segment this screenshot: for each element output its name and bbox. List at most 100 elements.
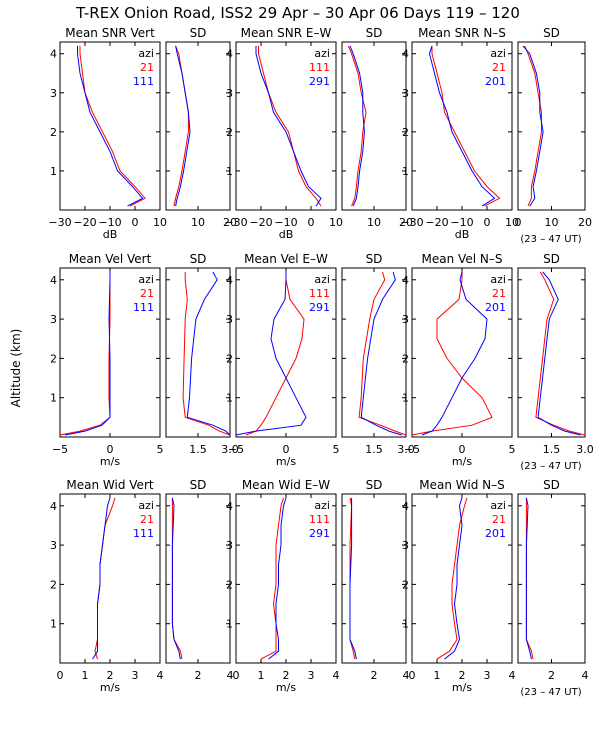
x-tick-label: 10 [505, 216, 519, 229]
panel-wid-5: 2 4 SD [517, 478, 589, 682]
legend-header: azi [314, 499, 330, 512]
x-tick-label: 3.0 [221, 443, 239, 456]
y-tick-label: 1 [226, 165, 233, 178]
series-line-blue-201 [421, 271, 488, 436]
x-tick-label: 0 [308, 216, 315, 229]
legend-entry-blue: 111 [133, 301, 154, 314]
x-tick-label: 1.5 [543, 443, 561, 456]
series-line-blue-291 [235, 271, 307, 436]
x-tick-label: 0 [459, 443, 466, 456]
series-line-red-21 [59, 271, 111, 436]
x-tick-label: 4 [227, 669, 234, 682]
plot-frame [341, 41, 407, 211]
x-tick-label: 3 [132, 669, 139, 682]
panel-title: Mean SNR N–S [418, 26, 506, 40]
x-tick-label: 5 [157, 443, 164, 456]
panel-wid-3: 2 4 SD [341, 478, 410, 682]
legend-entry-blue: 201 [485, 75, 506, 88]
y-tick-label: 1 [226, 618, 233, 631]
panel-vel-3: 1.5 3.0 SD [341, 252, 415, 456]
series-line-blue-291 [255, 45, 322, 207]
y-tick-label: 1 [402, 618, 409, 631]
x-tick-label: −5 [228, 443, 244, 456]
panel-title: SD [366, 478, 383, 492]
panel-title: Mean Wid E–W [242, 478, 330, 492]
x-tick-label: 10 [329, 216, 343, 229]
series-line-blue-111 [175, 45, 191, 207]
series-line-red-21 [182, 271, 231, 436]
panel-title: Mean Vel Vert [69, 252, 152, 266]
x-tick-label: 3.0 [576, 443, 594, 456]
series-line-blue-201 [522, 45, 544, 207]
y-tick-label: 3 [226, 87, 233, 100]
x-tick-label: −20 [73, 216, 96, 229]
x-tick-label: 2 [283, 669, 290, 682]
series-line-red-21 [524, 45, 542, 207]
x-axis-label: m/s [100, 681, 120, 694]
x-tick-label: 10 [545, 216, 559, 229]
panel-title: SD [190, 252, 207, 266]
series-line-red-21 [173, 45, 189, 207]
x-tick-label: 1.5 [189, 443, 207, 456]
panel-vel-1: 1.5 3.0 SD [165, 252, 239, 456]
y-tick-label: 3 [50, 87, 57, 100]
legend-header: azi [490, 499, 506, 512]
series-line-red-21 [411, 271, 493, 436]
series-line-red-21 [79, 45, 146, 207]
panel-title: SD [543, 252, 560, 266]
legend-entry-red: 111 [309, 513, 330, 526]
panel-title: SD [543, 478, 560, 492]
x-tick-label: 0 [57, 669, 64, 682]
x-axis-label: m/s [276, 681, 296, 694]
x-tick-label: 1.5 [365, 443, 383, 456]
x-tick-label: 5 [509, 443, 516, 456]
y-tick-label: 2 [402, 126, 409, 139]
x-axis-label: dB [279, 228, 294, 241]
series-line-red-111 [358, 271, 407, 436]
y-tick-label: 3 [226, 313, 233, 326]
y-tick-label: 4 [226, 500, 233, 513]
y-tick-label: 4 [402, 500, 409, 513]
legend-entry-red: 111 [309, 61, 330, 74]
x-tick-label: 1 [434, 669, 441, 682]
series-line-red-111 [260, 497, 284, 660]
y-tick-label: 4 [226, 48, 233, 61]
x-tick-label: −30 [224, 216, 247, 229]
x-tick-label: 2 [548, 669, 555, 682]
panel-title: Mean Wid N–S [419, 478, 504, 492]
series-line-blue-201 [428, 45, 496, 207]
x-tick-label: 0 [233, 669, 240, 682]
plot-frame [165, 493, 231, 664]
series-line-red-111 [245, 271, 305, 436]
y-tick-label: 2 [402, 352, 409, 365]
legend-entry-blue: 201 [485, 527, 506, 540]
x-tick-label: 20 [223, 216, 237, 229]
series-line-blue-201 [444, 497, 463, 660]
x-tick-label: 2 [107, 669, 114, 682]
legend-header: azi [138, 499, 154, 512]
panel-title: SD [190, 478, 207, 492]
x-tick-label: 5 [333, 443, 340, 456]
x-tick-label: 3 [308, 669, 315, 682]
figure-title: T-REX Onion Road, ISS2 29 Apr – 30 Apr 0… [75, 4, 520, 22]
x-tick-label: 4 [333, 669, 340, 682]
series-line-blue-291 [268, 497, 287, 660]
series-line-blue-291 [349, 45, 365, 207]
x-tick-label: −30 [48, 216, 71, 229]
x-axis-label: m/s [100, 455, 120, 468]
x-tick-label: 0 [515, 216, 522, 229]
legend-header: azi [314, 273, 330, 286]
series-line-red-21 [436, 497, 468, 660]
x-tick-label: 0 [409, 669, 416, 682]
panel-title: SD [543, 26, 560, 40]
